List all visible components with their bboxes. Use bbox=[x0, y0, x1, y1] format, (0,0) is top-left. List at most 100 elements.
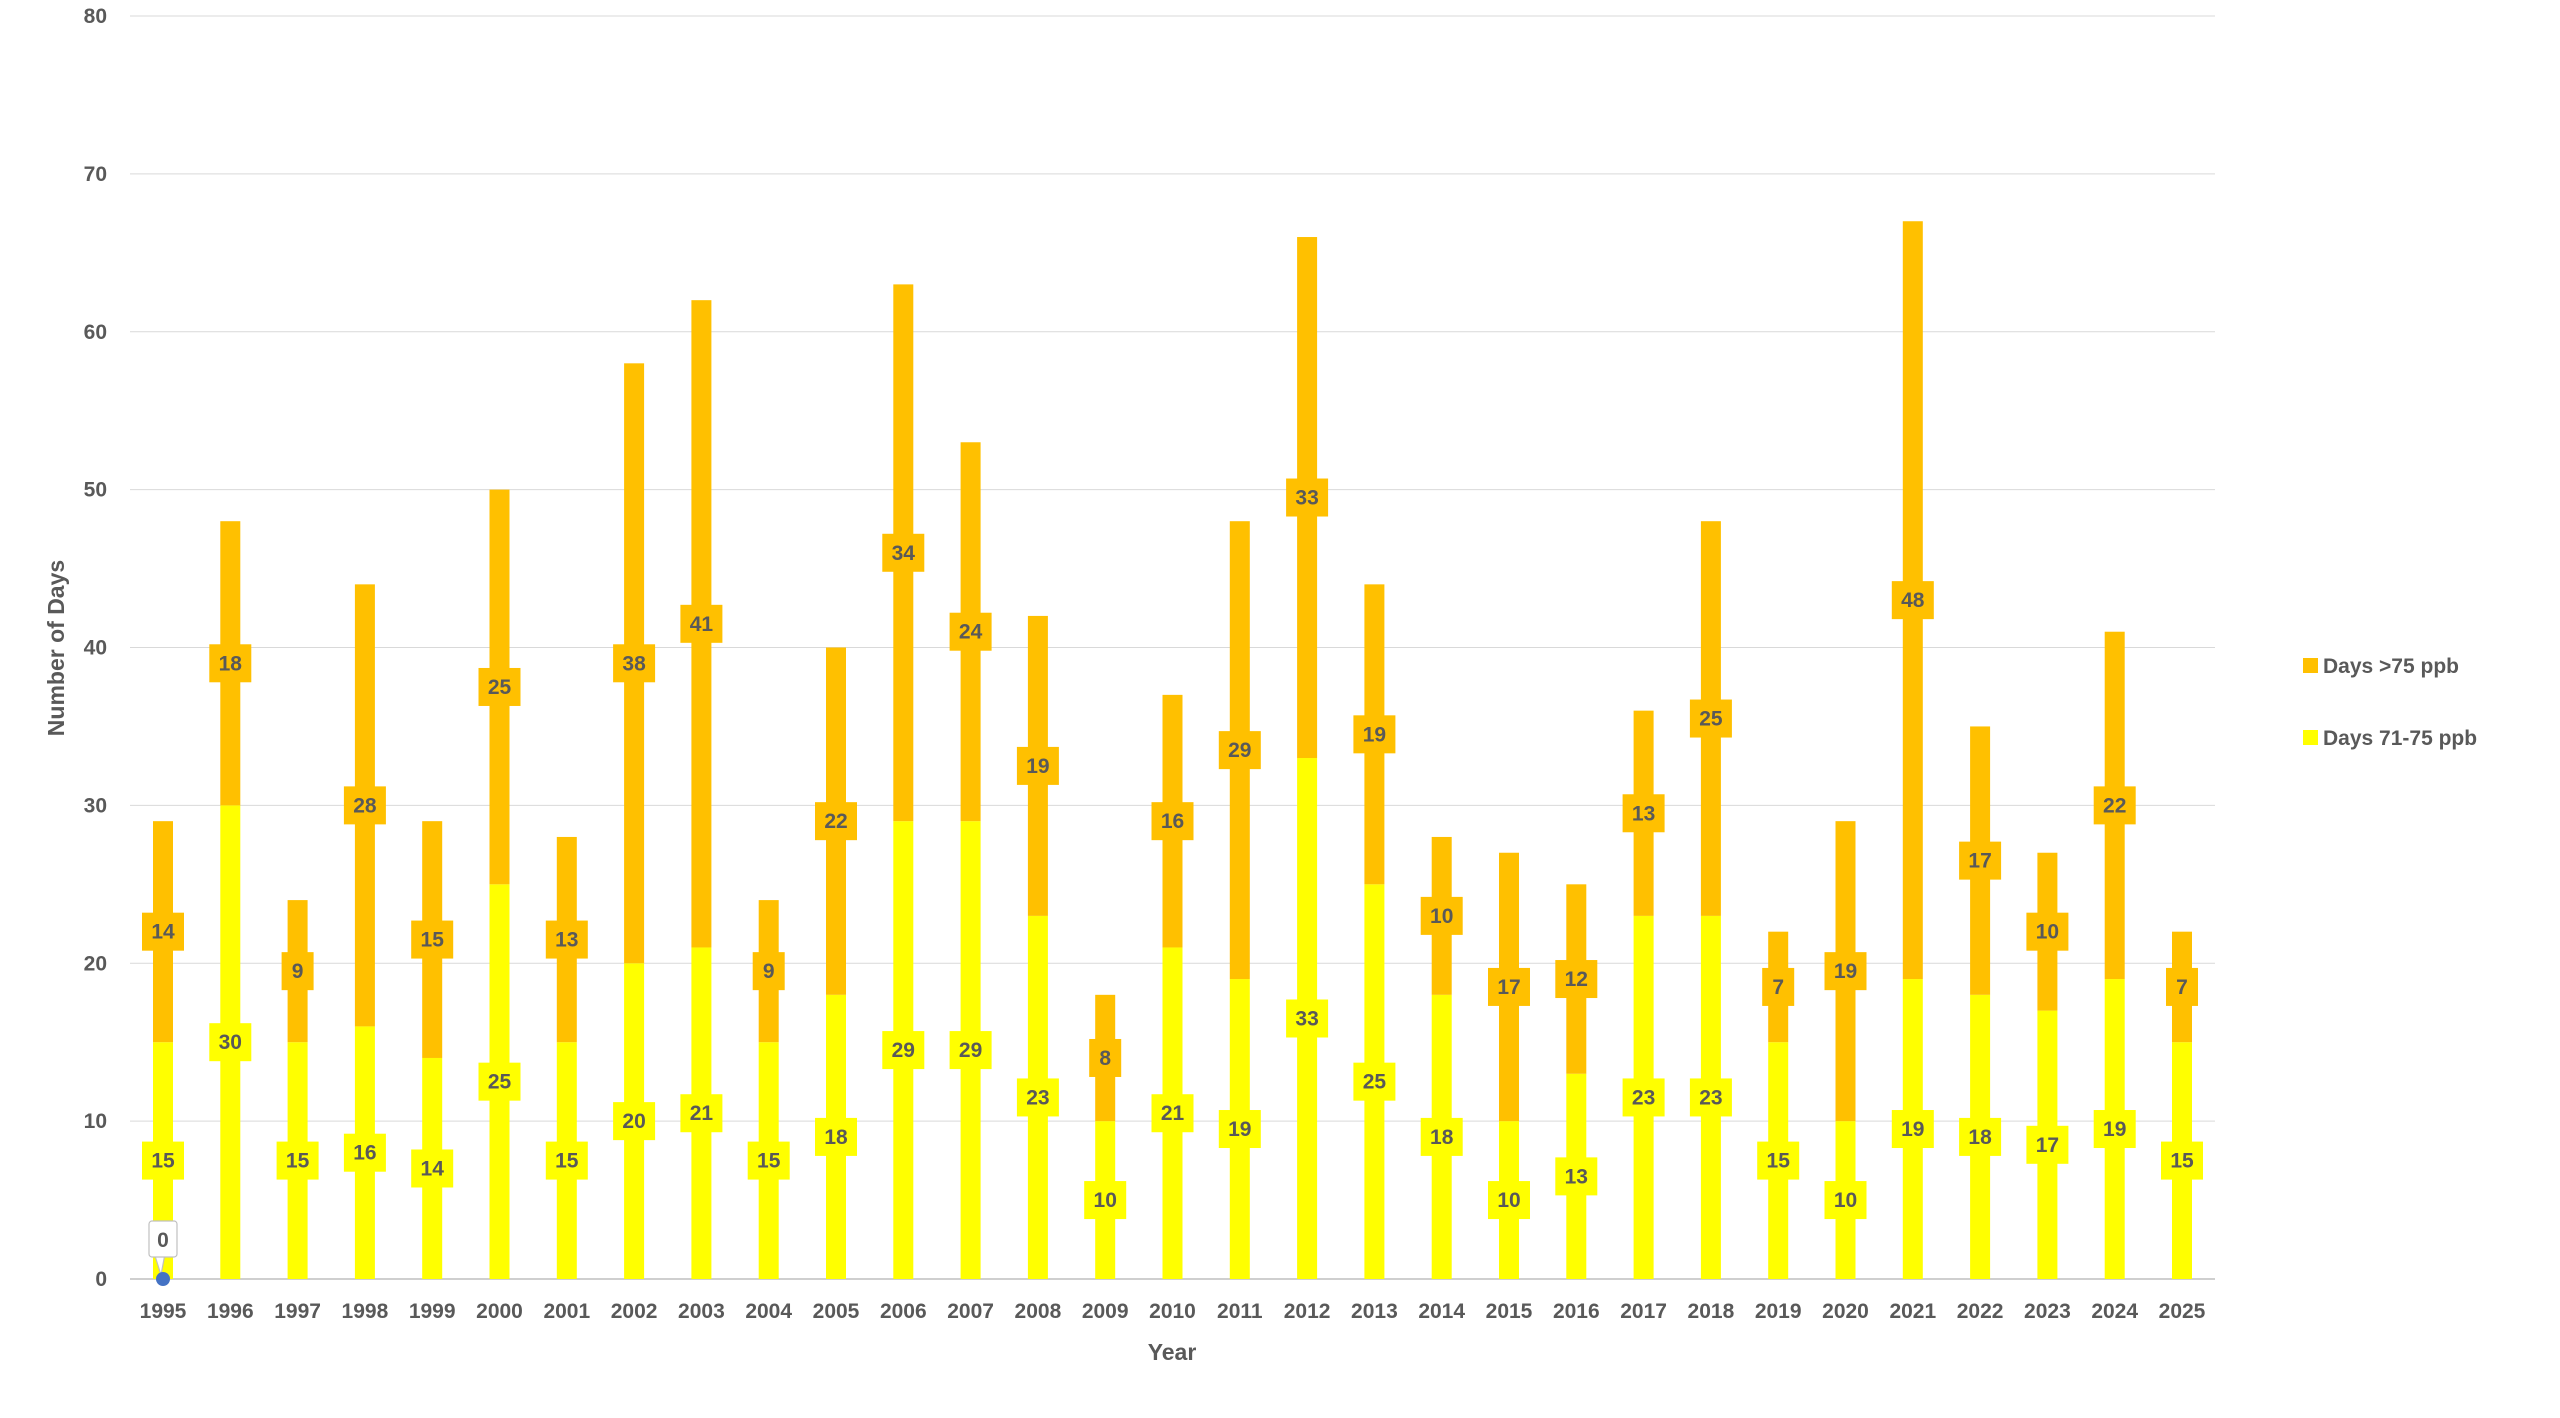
data-label-days-over-75-bg bbox=[815, 802, 857, 841]
x-tick-label: 1998 bbox=[342, 1300, 389, 1323]
data-label-days-71-75-bg bbox=[343, 1133, 386, 1172]
data-label-days-71-75: 19 bbox=[1901, 1118, 1924, 1141]
data-label-days-71-75-bg bbox=[1622, 1078, 1665, 1117]
data-label-days-71-75: 19 bbox=[2103, 1118, 2126, 1141]
data-label-days-71-75-bg bbox=[949, 1031, 992, 1070]
data-label-days-71-75-bg bbox=[1353, 1062, 1396, 1101]
data-label-days-over-75-bg bbox=[343, 786, 386, 825]
data-label-days-71-75: 21 bbox=[1161, 1102, 1185, 1125]
x-tick-label: 1995 bbox=[140, 1300, 187, 1323]
data-label-days-71-75-bg bbox=[1084, 1181, 1127, 1220]
data-label-days-71-75-bg bbox=[2093, 1110, 2136, 1149]
y-tick-label: 50 bbox=[84, 479, 107, 502]
data-label-days-71-75-bg bbox=[209, 1023, 252, 1062]
data-label-days-71-75-bg bbox=[613, 1102, 656, 1141]
data-label-days-71-75-bg bbox=[1151, 1094, 1194, 1133]
y-tick-label: 70 bbox=[84, 163, 107, 186]
data-label-days-over-75-bg bbox=[1151, 802, 1194, 841]
data-label-days-over-75: 33 bbox=[1295, 487, 1318, 510]
data-label-days-over-75-bg bbox=[1420, 896, 1463, 935]
data-label-days-71-75-bg bbox=[276, 1141, 319, 1180]
data-label-days-over-75-bg bbox=[1689, 699, 1732, 738]
data-label-days-71-75: 29 bbox=[892, 1039, 915, 1062]
zero-point-marker bbox=[156, 1272, 170, 1286]
data-label-days-71-75-bg bbox=[815, 1117, 857, 1156]
x-tick-label: 1996 bbox=[207, 1300, 254, 1323]
x-tick-label: 2017 bbox=[1620, 1300, 1667, 1323]
x-tick-label: 2002 bbox=[611, 1300, 658, 1323]
data-label-days-71-75-bg bbox=[1016, 1078, 1059, 1117]
data-label-days-71-75: 21 bbox=[690, 1102, 714, 1125]
data-label-days-71-75: 14 bbox=[421, 1157, 445, 1180]
x-axis-title: Year bbox=[1148, 1339, 1197, 1365]
data-label-days-over-75: 19 bbox=[1363, 723, 1386, 746]
callout-box bbox=[148, 1220, 178, 1258]
data-label-days-over-75: 16 bbox=[1161, 810, 1184, 833]
data-label-days-over-75: 25 bbox=[488, 676, 512, 699]
data-label-days-71-75: 23 bbox=[1632, 1086, 1655, 1109]
x-tick-label: 2020 bbox=[1822, 1300, 1869, 1323]
data-label-days-over-75-bg bbox=[545, 920, 588, 959]
data-label-days-71-75: 15 bbox=[757, 1150, 781, 1173]
data-label-days-over-75: 13 bbox=[1632, 802, 1655, 825]
data-label-days-71-75-bg bbox=[478, 1062, 521, 1101]
data-label-days-71-75-bg bbox=[2161, 1141, 2203, 1180]
data-label-days-71-75-bg bbox=[1891, 1110, 1934, 1149]
data-label-days-71-75-bg bbox=[1218, 1110, 1261, 1149]
x-tick-label: 2008 bbox=[1015, 1300, 1062, 1323]
data-label-days-over-75-bg bbox=[1016, 746, 1059, 785]
x-tick-label: 2022 bbox=[1957, 1300, 2004, 1323]
data-label-days-over-75-bg bbox=[949, 612, 992, 651]
data-label-days-over-75-bg bbox=[680, 604, 723, 643]
data-label-days-71-75-bg bbox=[1959, 1117, 2002, 1156]
data-label-days-71-75: 18 bbox=[824, 1126, 848, 1149]
data-label-days-71-75-bg bbox=[1757, 1141, 1800, 1180]
data-label-days-over-75-bg bbox=[1218, 731, 1261, 770]
data-label-days-71-75: 16 bbox=[353, 1142, 376, 1165]
data-label-days-over-75: 24 bbox=[959, 621, 983, 644]
data-label-days-71-75-bg bbox=[747, 1141, 790, 1180]
data-label-days-over-75: 8 bbox=[1099, 1047, 1111, 1070]
y-tick-label: 10 bbox=[84, 1110, 107, 1133]
data-label-days-71-75: 15 bbox=[2170, 1150, 2194, 1173]
data-label-days-71-75-bg bbox=[1488, 1181, 1530, 1220]
data-label-days-over-75: 28 bbox=[353, 794, 377, 817]
data-label-days-71-75: 25 bbox=[1363, 1071, 1387, 1094]
data-label-days-over-75: 48 bbox=[1901, 589, 1925, 612]
data-label-days-71-75-bg bbox=[545, 1141, 588, 1180]
data-label-days-71-75: 25 bbox=[488, 1071, 512, 1094]
x-tick-label: 2011 bbox=[1217, 1300, 1263, 1323]
x-tick-label: 2023 bbox=[2024, 1300, 2071, 1323]
data-label-days-over-75-bg bbox=[752, 952, 785, 991]
data-label-days-71-75: 18 bbox=[1968, 1126, 1992, 1149]
data-label-days-over-75: 10 bbox=[2036, 921, 2059, 944]
y-tick-label: 30 bbox=[84, 794, 107, 817]
x-tick-label: 2018 bbox=[1688, 1300, 1735, 1323]
x-tick-label: 2004 bbox=[745, 1300, 792, 1323]
data-label-days-over-75-bg bbox=[1622, 794, 1665, 833]
data-label-days-over-75: 7 bbox=[2176, 976, 2188, 999]
legend-swatch bbox=[2303, 658, 2318, 673]
data-label-days-over-75: 19 bbox=[1834, 960, 1857, 983]
data-label-days-over-75: 22 bbox=[2103, 794, 2126, 817]
data-label-days-over-75: 13 bbox=[555, 929, 578, 952]
data-label-days-over-75: 19 bbox=[1026, 755, 1049, 778]
data-label-days-71-75-bg bbox=[411, 1149, 454, 1188]
x-tick-label: 2000 bbox=[476, 1300, 523, 1323]
data-label-days-over-75-bg bbox=[882, 533, 925, 572]
data-label-days-over-75: 34 bbox=[892, 542, 916, 565]
data-label-days-over-75: 22 bbox=[824, 810, 847, 833]
data-label-days-over-75: 41 bbox=[690, 613, 714, 636]
data-label-days-over-75: 17 bbox=[1968, 850, 1991, 873]
legend-swatch bbox=[2303, 730, 2318, 745]
data-label-days-over-75: 10 bbox=[1430, 905, 1453, 928]
data-label-days-71-75: 10 bbox=[1834, 1189, 1857, 1212]
x-tick-label: 2009 bbox=[1082, 1300, 1129, 1323]
data-label-days-over-75: 17 bbox=[1497, 976, 1520, 999]
data-label-days-over-75-bg bbox=[1286, 478, 1329, 517]
callout-label: 0 bbox=[157, 1229, 169, 1252]
data-label-days-71-75: 33 bbox=[1295, 1008, 1318, 1031]
data-label-days-over-75: 9 bbox=[292, 960, 304, 983]
x-tick-label: 1999 bbox=[409, 1300, 456, 1323]
